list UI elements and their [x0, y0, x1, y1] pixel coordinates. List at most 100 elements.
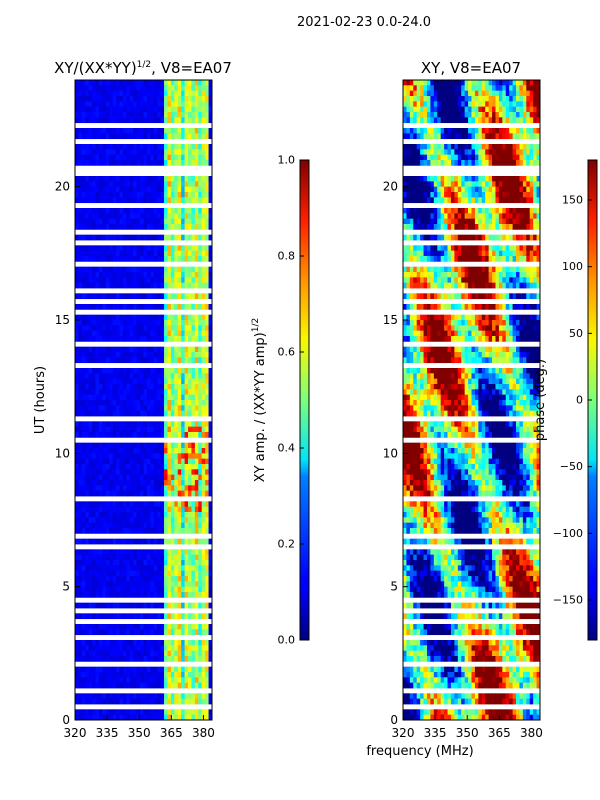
heatmap-cell	[160, 112, 165, 118]
heatmap-cell	[105, 693, 110, 700]
heatmap-cell	[160, 325, 165, 332]
heatmap-cell	[109, 336, 114, 342]
heatmap-cell	[536, 197, 541, 204]
heatmap-cell	[184, 549, 189, 556]
heatmap-cell	[122, 208, 127, 214]
heatmap-cell	[129, 160, 134, 166]
heatmap-cell	[205, 149, 209, 156]
heatmap-cell	[201, 117, 206, 124]
heatmap-cell	[146, 330, 151, 337]
heatmap-cell	[105, 346, 110, 353]
heatmap-cell	[85, 506, 90, 513]
heatmap-cell	[201, 218, 206, 225]
heatmap-cell	[181, 624, 185, 630]
heatmap-cell	[191, 112, 196, 118]
heatmap-cell	[423, 272, 428, 278]
heatmap-cell	[140, 346, 144, 353]
heatmap-cell	[92, 448, 96, 454]
heatmap-cell	[181, 368, 185, 374]
heatmap-cell	[81, 128, 86, 134]
heatmap-cell	[184, 256, 189, 262]
heatmap-cell	[181, 602, 185, 609]
heatmap-cell	[485, 154, 490, 161]
heatmap-cell	[78, 176, 83, 182]
heatmap-cell	[119, 282, 124, 289]
heatmap-cell	[109, 96, 114, 102]
heatmap-cell	[143, 554, 148, 561]
heatmap-cell	[167, 192, 172, 198]
heatmap-cell	[122, 522, 127, 529]
heatmap-cell	[512, 213, 517, 220]
heatmap-cell	[174, 208, 179, 214]
heatmap-cell	[150, 432, 155, 438]
heatmap-cell	[133, 602, 138, 609]
heatmap-cell	[85, 368, 90, 374]
heatmap-cell	[92, 346, 96, 353]
heatmap-cell	[143, 234, 148, 241]
heatmap-cell	[416, 176, 421, 182]
heatmap-cell	[129, 464, 134, 470]
heatmap-cell	[413, 192, 418, 198]
heatmap-cell	[102, 186, 107, 193]
heatmap-cell	[85, 101, 90, 108]
heatmap-cell	[88, 490, 93, 497]
heatmap-cell	[167, 149, 172, 156]
heatmap-cell	[174, 629, 179, 636]
heatmap-cell	[181, 560, 185, 566]
heatmap-cell	[109, 426, 114, 433]
colorbar-tick-label: 1.0	[278, 154, 296, 167]
heatmap-cell	[153, 410, 158, 417]
heatmap-cell	[133, 213, 138, 220]
heatmap-cell	[444, 256, 448, 262]
heatmap-cell	[146, 554, 151, 561]
heatmap-cell	[136, 106, 141, 113]
heatmap-cell	[519, 144, 524, 150]
heatmap-cell	[194, 410, 199, 417]
heatmap-cell	[177, 629, 182, 636]
heatmap-cell	[109, 474, 114, 481]
heatmap-cell	[112, 570, 117, 577]
heatmap-cell	[126, 506, 131, 513]
heatmap-cell	[119, 672, 124, 678]
heatmap-cell	[92, 549, 96, 556]
heatmap-cell	[167, 698, 172, 705]
heatmap-cell	[474, 90, 479, 97]
heatmap-cell	[208, 181, 213, 188]
heatmap-cell	[153, 698, 158, 705]
heatmap-cell	[105, 384, 110, 390]
heatmap-cell	[426, 208, 431, 214]
heatmap-cell	[519, 96, 524, 102]
heatmap-cell	[78, 357, 83, 364]
heatmap-cell	[81, 650, 86, 657]
heatmap-cell	[109, 245, 114, 252]
heatmap-cell	[201, 277, 206, 284]
heatmap-cell	[536, 80, 541, 86]
heatmap-cell	[102, 549, 107, 556]
heatmap-cell	[105, 682, 110, 689]
heatmap-cell	[126, 101, 131, 108]
heatmap-cell	[205, 90, 209, 97]
heatmap-cell	[201, 576, 206, 582]
heatmap-cell	[184, 581, 189, 588]
heatmap-cell	[198, 586, 203, 593]
heatmap-cell	[75, 272, 79, 278]
heatmap-cell	[129, 501, 134, 508]
heatmap-cell	[98, 714, 103, 721]
heatmap-cell	[160, 480, 165, 486]
heatmap-cell	[188, 154, 192, 161]
heatmap-cell	[116, 448, 120, 454]
heatmap-cell	[129, 656, 134, 662]
heatmap-cell	[143, 85, 148, 92]
heatmap-cell	[129, 453, 134, 460]
heatmap-cell	[88, 320, 93, 326]
heatmap-cell	[208, 474, 213, 481]
heatmap-cell	[194, 277, 199, 284]
heatmap-cell	[75, 80, 79, 86]
heatmap-cell	[170, 373, 175, 380]
heatmap-cell	[184, 149, 189, 156]
heatmap-cell	[181, 106, 185, 113]
heatmap-cell	[191, 373, 196, 380]
heatmap-cell	[164, 197, 168, 204]
heatmap-cell	[457, 154, 462, 161]
heatmap-cell	[450, 197, 455, 204]
